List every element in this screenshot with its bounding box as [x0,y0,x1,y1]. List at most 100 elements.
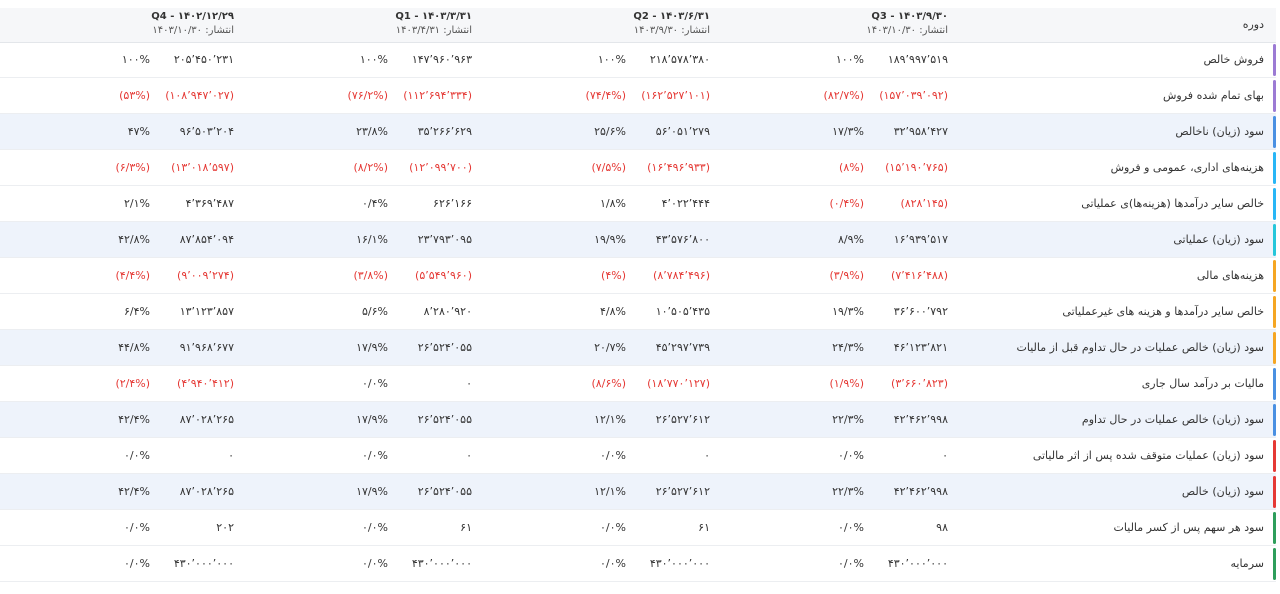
quarter-header: Q2 - ۱۴۰۳/۶/۳۱ انتشار: ۱۴۰۳/۹/۳۰ [633,10,710,38]
percent-cell: ۸/۹% [838,233,864,246]
row-label: سود (زیان) خالص عملیات در حال تداوم [1081,413,1264,426]
row-indicator [1273,440,1276,472]
value-cell: ۹۶٬۵۰۳٬۲۰۴ [179,125,234,138]
value-cell: (۸۲۸٬۱۴۵) [900,197,948,210]
row-label: سود هر سهم پس از کسر مالیات [1113,521,1264,534]
value-cell: ۱۰٬۵۰۵٬۴۳۵ [655,305,710,318]
value-cell: ۲۶٬۵۲۷٬۶۱۲ [655,413,710,426]
table-row: سود (زیان) خالص ۴۲٬۴۶۲٬۹۹۸ ۲۲/۳% ۲۶٬۵۲۷٬۶۱۲… [0,474,1276,510]
table-row: سود (زیان) عملیات متوقف شده پس از اثر ما… [0,438,1276,474]
percent-cell: (۷/۵%) [591,161,626,174]
publish-date: انتشار: ۱۴۰۳/۴/۳۱ [395,25,472,36]
percent-cell: (۰/۴%) [829,197,864,210]
row-indicator [1273,332,1276,364]
percent-cell: (۲/۴%) [115,377,150,390]
percent-cell: ۴۲/۴% [118,485,150,498]
percent-cell: ۱۰۰% [359,53,388,66]
row-indicator [1273,404,1276,436]
percent-cell: ۰/۴% [362,197,388,210]
table-row: سود (زیان) خالص عملیات در حال تداوم قبل … [0,330,1276,366]
table-row: سرمایه ۴۳۰٬۰۰۰٬۰۰۰ ۰/۰% ۴۳۰٬۰۰۰٬۰۰۰ ۰/۰% ۴۳۰٬… [0,546,1276,582]
value-cell: ۸۷٬۰۲۸٬۲۶۵ [179,485,234,498]
quarter-title: Q3 - ۱۴۰۳/۹/۳۰ [871,11,948,22]
value-cell: ۱۴۷٬۹۶۰٬۹۶۳ [411,53,472,66]
percent-cell: ۰/۰% [362,449,388,462]
percent-cell: ۱۰۰% [835,53,864,66]
percent-cell: ۰/۰% [838,521,864,534]
value-cell: ۳۵٬۲۶۶٬۶۲۹ [417,125,472,138]
row-label: هزینه‌های اداری، عمومی و فروش [1110,161,1264,174]
value-cell: ۲۶٬۵۲۴٬۰۵۵ [417,485,472,498]
percent-cell: (۶/۳%) [115,161,150,174]
table-row: خالص سایر درآمدها و هزینه های غیرعملیاتی… [0,294,1276,330]
value-cell: ۳۶٬۶۰۰٬۷۹۲ [893,305,948,318]
value-cell: (۱۶٬۴۹۶٬۹۳۳) [647,161,710,174]
value-cell: ۲۶٬۵۲۴٬۰۵۵ [417,341,472,354]
value-cell: (۵٬۵۴۹٬۹۶۰) [415,269,472,282]
percent-cell: ۵/۶% [362,305,388,318]
percent-cell: (۴/۴%) [115,269,150,282]
value-cell: ۴۳۰٬۰۰۰٬۰۰۰ [887,557,948,570]
value-cell: (۹٬۰۰۹٬۲۷۴) [177,269,234,282]
row-label: سود (زیان) عملیاتی [1173,233,1264,246]
value-cell: ۲۶٬۵۲۴٬۰۵۵ [417,413,472,426]
publish-date: انتشار: ۱۴۰۳/۹/۳۰ [633,25,710,36]
value-cell: (۷٬۴۱۶٬۴۸۸) [891,269,948,282]
value-cell: ۰ [228,449,234,462]
value-cell: (۱۶۲٬۵۲۷٬۱۰۱) [641,89,710,102]
table-row: سود (زیان) ناخالص ۳۲٬۹۵۸٬۴۲۷ ۱۷/۳% ۵۶٬۰۵۱٬۲… [0,114,1276,150]
value-cell: ۴۳۰٬۰۰۰٬۰۰۰ [649,557,710,570]
value-cell: ۱۶٬۹۳۹٬۵۱۷ [893,233,948,246]
percent-cell: ۱/۸% [600,197,626,210]
percent-cell: (۳/۸%) [353,269,388,282]
percent-cell: ۰/۰% [124,557,150,570]
percent-cell: ۱۷/۹% [356,413,388,426]
value-cell: (۱۸٬۷۷۰٬۱۲۷) [647,377,710,390]
percent-cell: ۲۵/۶% [594,125,626,138]
value-cell: ۴٬۳۶۹٬۴۸۷ [185,197,234,210]
row-indicator [1273,368,1276,400]
percent-cell: ۲/۱% [124,197,150,210]
value-cell: ۰ [704,449,710,462]
value-cell: ۴۳٬۵۷۶٬۸۰۰ [655,233,710,246]
percent-cell: (۸/۶%) [591,377,626,390]
percent-cell: ۱۶/۱% [356,233,388,246]
row-indicator [1273,44,1276,76]
percent-cell: (۴%) [601,269,626,282]
table-row: فروش خالص ۱۸۹٬۹۹۷٬۵۱۹ ۱۰۰% ۲۱۸٬۵۷۸٬۳۸۰ ۱۰۰% ۱… [0,42,1276,78]
table-row: سود (زیان) خالص عملیات در حال تداوم ۴۲٬۴۶… [0,402,1276,438]
percent-cell: ۲۳/۸% [356,125,388,138]
value-cell: ۶۱ [460,521,472,534]
value-cell: ۸۷٬۰۲۸٬۲۶۵ [179,413,234,426]
value-cell: ۲۰۲ [216,521,234,534]
value-cell: ۰ [466,449,472,462]
percent-cell: ۰/۰% [362,521,388,534]
value-cell: (۱۲٬۰۹۹٬۷۰۰) [409,161,472,174]
row-indicator [1273,260,1276,292]
percent-cell: ۱۲/۱% [594,413,626,426]
value-cell: ۵۶٬۰۵۱٬۲۷۹ [655,125,710,138]
row-label: بهای تمام شده فروش [1163,89,1264,102]
value-cell: ۰ [466,377,472,390]
row-indicator [1273,152,1276,184]
percent-cell: ۱۷/۹% [356,485,388,498]
value-cell: ۱۸۹٬۹۹۷٬۵۱۹ [887,53,948,66]
value-cell: (۱۳٬۰۱۸٬۵۹۷) [171,161,234,174]
quarter-header: Q4 - ۱۴۰۲/۱۲/۲۹ انتشار: ۱۴۰۳/۱۰/۳۰ [151,10,234,38]
period-label: دوره [1242,18,1264,31]
publish-date: انتشار: ۱۴۰۳/۱۰/۳۰ [152,25,234,36]
value-cell: ۴۳۰٬۰۰۰٬۰۰۰ [411,557,472,570]
percent-cell: ۱۷/۳% [832,125,864,138]
percent-cell: (۱/۹%) [829,377,864,390]
percent-cell: ۰/۰% [838,557,864,570]
percent-cell: ۱۹/۳% [832,305,864,318]
percent-cell: (۷۶/۲%) [347,89,388,102]
row-indicator [1273,80,1276,112]
percent-cell: (۵۳%) [119,89,150,102]
row-label: مالیات بر درآمد سال جاری [1141,377,1264,390]
percent-cell: ۲۴/۳% [832,341,864,354]
percent-cell: ۶/۴% [124,305,150,318]
value-cell: ۲۶٬۵۲۷٬۶۱۲ [655,485,710,498]
value-cell: ۴۳۰٬۰۰۰٬۰۰۰ [173,557,234,570]
